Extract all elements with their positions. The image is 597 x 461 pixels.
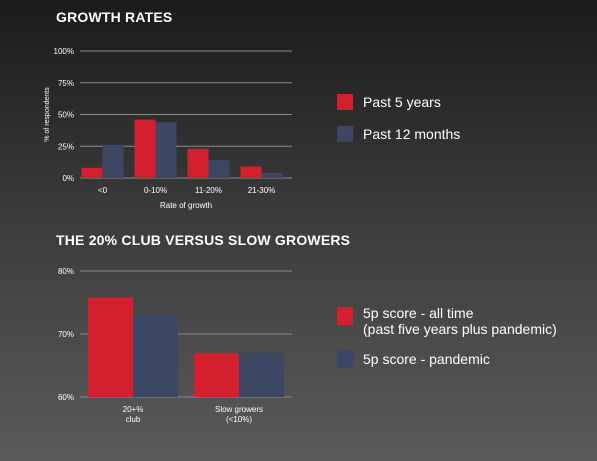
y-tick-label: 50%: [58, 111, 74, 120]
x-category-label: 0-10%: [144, 186, 167, 195]
legend-item-past-12-months: Past 12 months: [337, 126, 460, 142]
legend-item-past-5-years: Past 5 years: [337, 94, 460, 110]
bar-navy: [133, 315, 178, 397]
chart1-legend: Past 5 years Past 12 months: [337, 94, 460, 158]
legend-item-5p-pandemic: 5p score - pandemic: [337, 350, 557, 368]
legend-label-line1: 5p score - all time: [363, 305, 474, 321]
growth-rates-chart: 0% 25% 50% 75% 100% <0 0-10% 11-20% 21-30% Rate o…: [44, 47, 292, 210]
x-category-label: club: [126, 415, 141, 424]
bar-navy: [261, 172, 283, 178]
chart2-title: THE 20% CLUB VERSUS SLOW GROWERS: [56, 232, 351, 248]
chart2-legend: 5p score - all time (past five years plu…: [337, 305, 557, 381]
x-category-label: (<10%): [226, 415, 252, 424]
legend-label: Past 5 years: [363, 94, 441, 110]
bar-red: [88, 297, 133, 397]
y-tick-label: 60%: [58, 393, 74, 402]
legend-label-line2: (past five years plus pandemic): [363, 321, 557, 337]
chart1-title: GROWTH RATES: [56, 9, 173, 25]
bar-navy: [239, 352, 284, 397]
bar-navy: [155, 122, 177, 178]
legend-label: Past 12 months: [363, 126, 461, 142]
legend-swatch-navy: [337, 350, 353, 368]
y-tick-label: 70%: [58, 330, 74, 339]
y-tick-label: 75%: [58, 79, 74, 88]
bar-red: [134, 119, 156, 178]
bar-navy: [102, 144, 124, 178]
legend-swatch-red: [337, 94, 353, 110]
y-tick-label: 0%: [62, 174, 74, 183]
y-axis-title: % of respondents: [44, 87, 51, 142]
bar-red: [240, 166, 262, 178]
bar-red: [194, 352, 239, 397]
x-category-label: 11-20%: [195, 186, 222, 195]
y-tick-label: 100%: [54, 47, 74, 56]
legend-item-5p-all-time: 5p score - all time (past five years plu…: [337, 305, 557, 337]
x-category-label: <0: [98, 186, 108, 195]
legend-swatch-red: [337, 307, 353, 325]
x-category-label: 21-30%: [248, 186, 276, 195]
y-tick-label: 80%: [58, 267, 74, 276]
x-axis-title: Rate of growth: [160, 201, 212, 210]
club-vs-slow-growers-chart: 60% 70% 80% 20+%club Slow growers(<10%): [58, 267, 292, 424]
x-category-label: Slow growers: [215, 405, 263, 414]
legend-swatch-navy: [337, 126, 353, 142]
x-category-label: 20+%: [123, 405, 144, 414]
legend-label: 5p score - pandemic: [363, 351, 490, 367]
bar-red: [81, 167, 103, 178]
y-tick-label: 25%: [58, 142, 74, 151]
bar-red: [187, 148, 209, 178]
bar-navy: [208, 160, 230, 178]
